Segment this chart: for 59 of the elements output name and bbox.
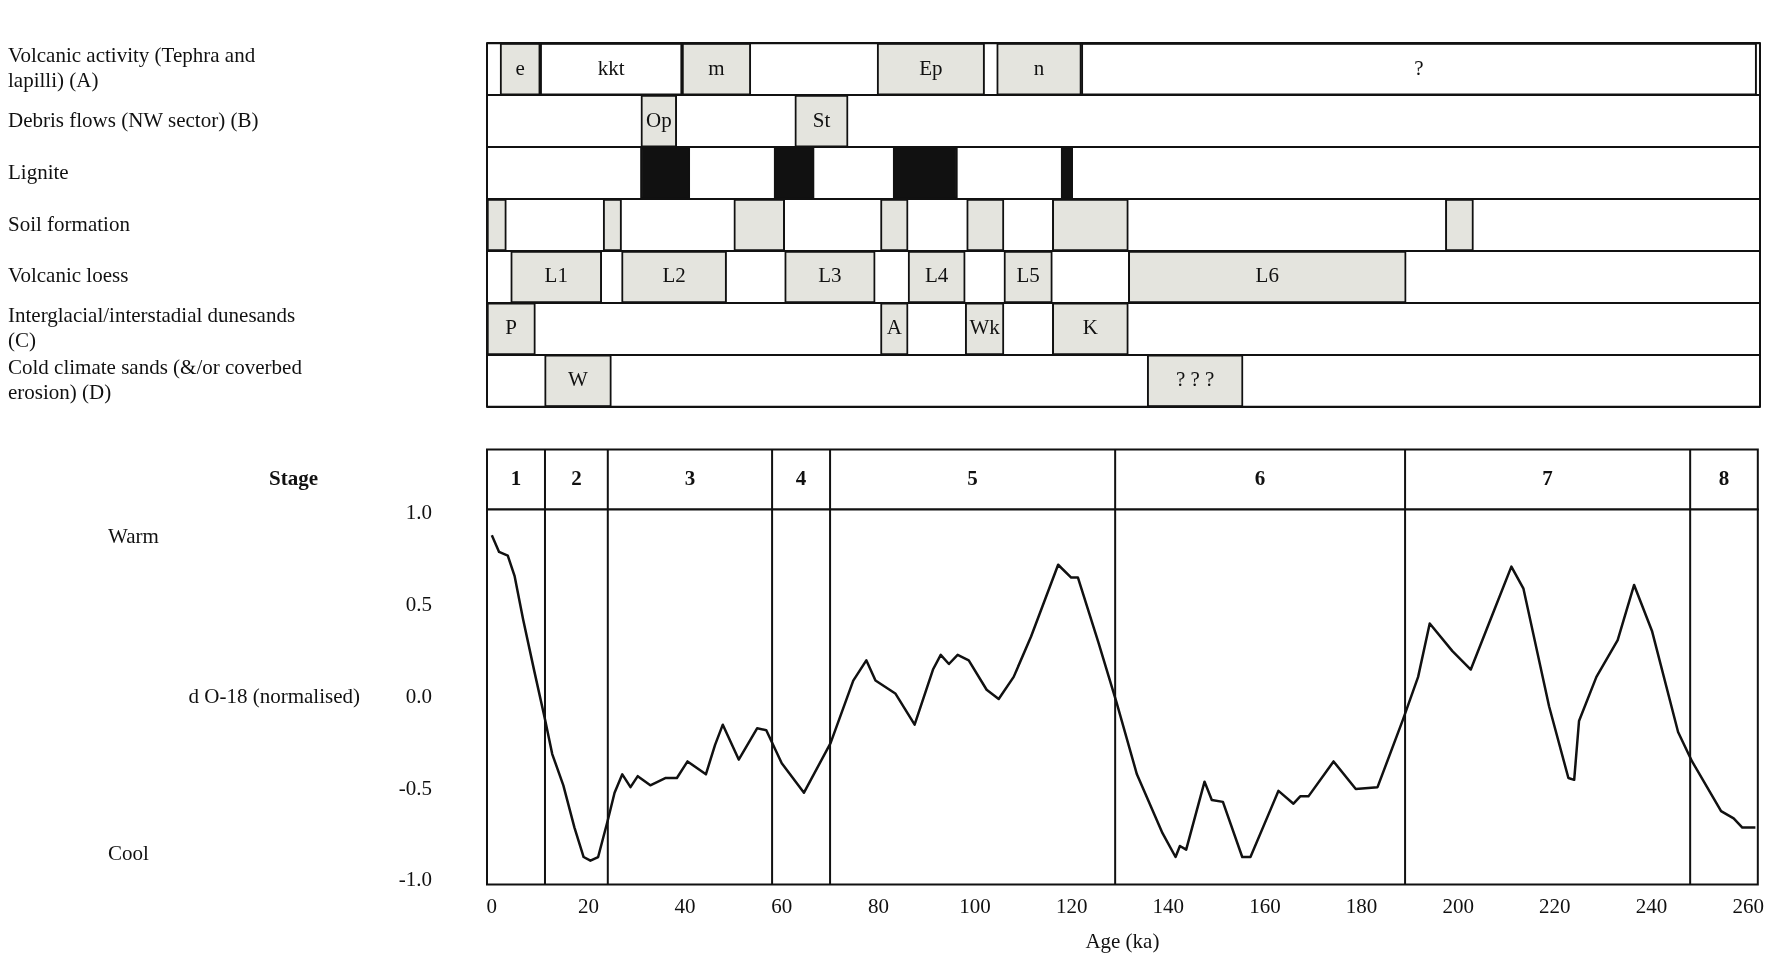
data-label: L1 [544,263,568,288]
data-label: ? [1414,55,1424,80]
y-tick-label: Interglacial/interstadial dunesands (C) [8,302,296,352]
data-label: ? ? ? [1175,367,1215,392]
x-tick-label: 180 [1345,893,1378,918]
y-tick-label: Lignite [8,159,69,184]
data-label: Wk [969,315,1001,340]
data-label: St [812,107,831,132]
x-tick-label: 60 [771,893,793,918]
x-tick-label: 260 [1732,893,1764,918]
x-tick-label: 40 [674,893,696,918]
y-tick-label: Cold climate sands (&/or coverbed erosion) (D) [8,354,303,404]
data-label: kkt [597,55,625,80]
x-tick-label: 20 [577,893,599,918]
data-label: e [515,55,525,80]
band-label: 2 [571,466,582,491]
y-tick-label: Volcanic activity (Tephra and lapilli) (A) [8,43,256,93]
data-label: Op [645,107,672,132]
y-tick-label: Soil formation [8,211,131,236]
y-tick-label: 0.0 [405,683,432,708]
x-tick-label: 0 [486,893,498,918]
band-label: 3 [684,466,696,491]
data-label: L4 [925,263,949,288]
data-label: P [505,315,518,340]
data-label: L2 [662,263,686,288]
data-label: L6 [1255,263,1279,288]
x-tick-label: 200 [1442,893,1474,918]
y-tick-label: 1.0 [405,499,432,524]
y-tick-label: -1.0 [398,867,432,892]
band-label: 6 [1254,466,1266,491]
band-label: 7 [1542,466,1553,491]
x-tick-label: 120 [1055,893,1088,918]
band-label: 8 [1718,466,1730,491]
data-label: K [1082,315,1098,340]
data-label: Ep [919,55,943,80]
data-label: L5 [1016,263,1040,288]
x-tick-label: 80 [867,893,889,918]
y-axis-title: d O-18 (normalised) [188,683,360,708]
data-label: W [568,367,589,392]
x-tick-label: 240 [1635,893,1668,918]
data-label: m [708,55,725,80]
data-label: L3 [818,263,842,288]
x-tick-label: 220 [1539,893,1571,918]
y-tick-label: Debris flows (NW sector) (B) [8,107,259,132]
data-label: n [1033,55,1045,80]
data-label: A [886,315,903,340]
x-axis-title: Age (ka) [1085,928,1160,953]
x-tick-label: 100 [959,893,991,918]
band-label: 4 [795,466,807,491]
text: Warm [108,524,159,549]
band-label: 5 [967,466,978,491]
y-tick-label: 0.5 [405,591,432,616]
text: Cool [108,841,150,866]
x-tick-label: 140 [1152,893,1185,918]
band-label: 1 [510,466,522,491]
y-tick-label: -0.5 [398,775,432,800]
legend-title: Stage [269,466,318,491]
x-tick-label: 160 [1249,893,1281,918]
y-tick-label: Volcanic loess [8,263,129,288]
